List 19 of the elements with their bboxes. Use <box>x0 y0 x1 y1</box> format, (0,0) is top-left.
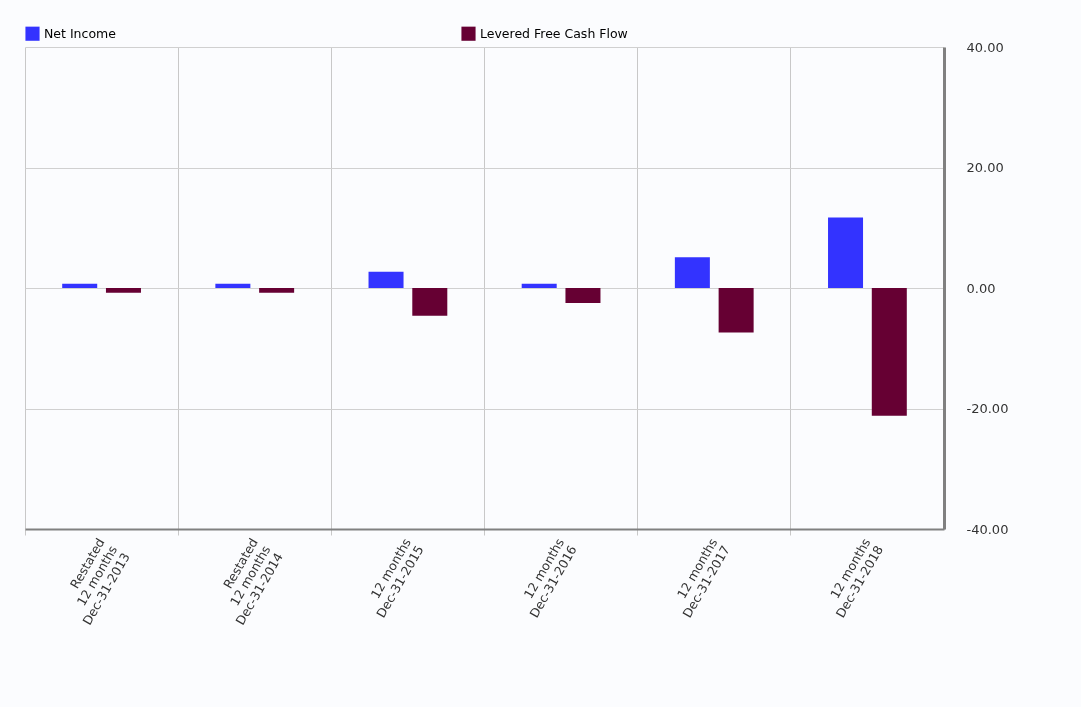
bar <box>412 288 448 316</box>
bar <box>259 288 295 293</box>
legend-label: Net Income <box>44 25 117 41</box>
y-tick-label: -40.00 <box>966 521 1009 537</box>
bar <box>565 288 601 304</box>
bar <box>368 271 404 288</box>
y-tick-label: 40.00 <box>966 39 1004 55</box>
y-tick-label: 0.00 <box>966 280 996 296</box>
bar <box>828 217 864 288</box>
y-tick-label: 20.00 <box>966 160 1004 175</box>
bar <box>871 288 907 416</box>
bar <box>674 257 710 288</box>
bar <box>62 283 98 288</box>
bar <box>215 283 251 288</box>
bar <box>105 288 141 293</box>
bar <box>521 283 557 288</box>
bar <box>718 288 754 333</box>
legend-label: Levered Free Cash Flow <box>480 25 628 41</box>
y-tick-label: -20.00 <box>966 401 1009 416</box>
